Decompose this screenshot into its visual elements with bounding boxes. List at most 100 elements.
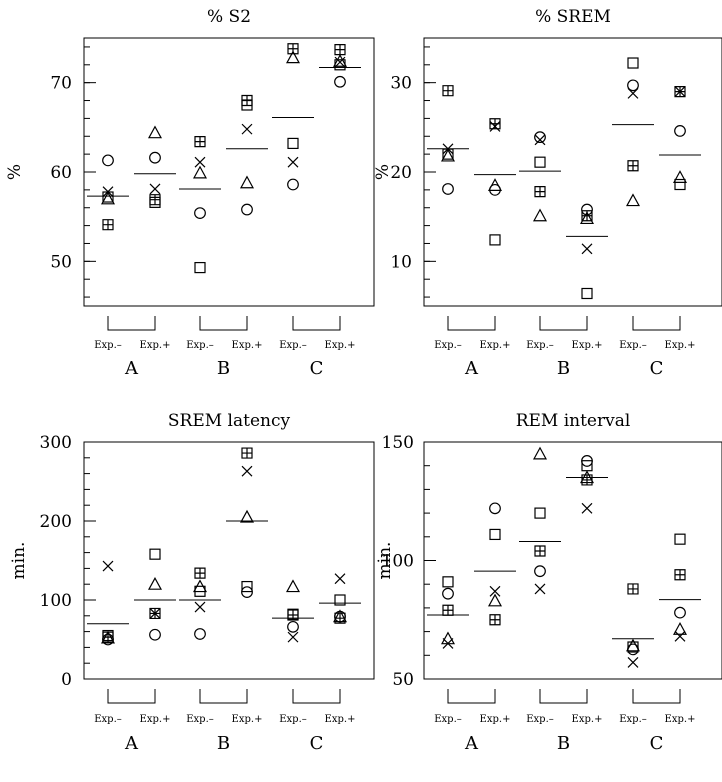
data-point-square (442, 576, 454, 588)
y-tick-label: 0 (61, 670, 72, 690)
group-bracket (447, 689, 496, 704)
data-point-triangle (532, 446, 548, 460)
data-point-cross (241, 123, 253, 135)
group-bracket (107, 316, 156, 331)
data-point-boxplus (627, 160, 639, 172)
data-point-boxplus (674, 569, 686, 581)
data-point-triangle (239, 509, 255, 523)
group-label: A (464, 358, 479, 379)
data-point-circle (442, 587, 454, 600)
condition-label: Exp.+ (232, 714, 263, 725)
chart-title: % SREM (535, 7, 611, 27)
data-point-cross (627, 656, 639, 668)
y-tick-label: 30 (390, 74, 412, 94)
group-label: C (650, 733, 664, 754)
group-label: A (464, 733, 479, 754)
data-point-square (534, 507, 546, 519)
condition-label: Exp.+ (665, 714, 696, 725)
condition-label: Exp.– (434, 340, 462, 351)
data-point-cross (534, 134, 546, 146)
group-bracket (292, 689, 341, 704)
data-point-circle (581, 455, 593, 467)
condition-label: Exp.+ (325, 714, 356, 725)
data-point-cross (489, 585, 501, 597)
group-label: C (310, 733, 324, 754)
data-point-boxplus (442, 604, 454, 616)
data-point-square (334, 594, 346, 606)
data-point-boxplus (334, 612, 346, 624)
condition-label: Exp.– (279, 714, 307, 725)
condition-label: Exp.– (526, 340, 554, 351)
data-point-boxplus (287, 609, 299, 621)
condition-label: Exp.+ (480, 714, 511, 725)
data-point-triangle (672, 621, 688, 635)
data-point-boxplus (442, 85, 454, 97)
data-point-cross (287, 156, 299, 168)
data-point-square (287, 137, 299, 150)
data-point-circle (489, 502, 501, 515)
condition-label: Exp.+ (325, 340, 356, 351)
data-point-triangle (625, 193, 641, 207)
data-point-boxplus (102, 219, 114, 231)
data-point-triangle (672, 170, 688, 183)
data-point-cross (627, 87, 639, 99)
data-point-triangle (147, 576, 163, 590)
data-point-circle (334, 75, 346, 88)
data-point-square (489, 234, 501, 246)
condition-label: Exp.– (94, 340, 122, 351)
y-tick-label: 200 (40, 512, 72, 532)
data-point-circle (194, 207, 206, 219)
data-point-boxplus (334, 44, 346, 56)
condition-label: Exp.– (434, 714, 462, 725)
data-point-cross (442, 638, 454, 649)
data-point-triangle (285, 50, 301, 64)
data-point-square (194, 261, 206, 274)
data-point-boxplus (102, 631, 114, 643)
y-tick-label: 100 (382, 552, 414, 572)
data-point-cross (674, 630, 686, 642)
data-point-circle (287, 620, 299, 633)
data-point-square (489, 528, 501, 541)
data-point-boxplus (489, 614, 501, 626)
group-bracket (199, 316, 248, 331)
y-tick-label: 60 (50, 163, 72, 183)
condition-label: Exp.– (526, 714, 554, 725)
group-bracket (539, 316, 588, 331)
data-point-boxplus (534, 186, 546, 198)
y-tick-label: 50 (392, 670, 414, 690)
data-point-boxplus (241, 94, 253, 107)
y-tick-label: 100 (40, 591, 72, 611)
y-tick-label: 300 (40, 433, 72, 453)
data-point-circle (241, 586, 253, 598)
data-point-triangle (285, 579, 301, 593)
data-point-triangle (192, 579, 208, 593)
group-bracket (447, 316, 496, 331)
data-point-cross (102, 560, 114, 572)
data-point-cross (534, 583, 546, 595)
group-bracket (539, 689, 588, 704)
data-point-cross (442, 143, 454, 155)
data-point-boxplus (149, 607, 161, 620)
data-point-cross (287, 631, 299, 643)
data-point-square (581, 287, 593, 300)
y-axis-label: min. (375, 542, 395, 580)
data-point-circle (674, 606, 686, 619)
data-point-square (534, 156, 546, 168)
data-point-circle (442, 183, 454, 195)
group-bracket (292, 316, 341, 331)
condition-label: Exp.– (619, 714, 647, 725)
y-tick-label: 70 (50, 74, 72, 94)
group-label: B (217, 358, 230, 379)
y-axis-label: % (5, 164, 25, 180)
data-point-square (674, 533, 686, 545)
chart-title: REM interval (516, 411, 631, 431)
data-point-circle (194, 628, 206, 640)
data-point-circle (627, 79, 639, 92)
data-point-circle (287, 178, 299, 191)
condition-label: Exp.– (279, 340, 307, 351)
data-point-boxplus (241, 447, 253, 459)
data-point-boxplus (534, 545, 546, 557)
